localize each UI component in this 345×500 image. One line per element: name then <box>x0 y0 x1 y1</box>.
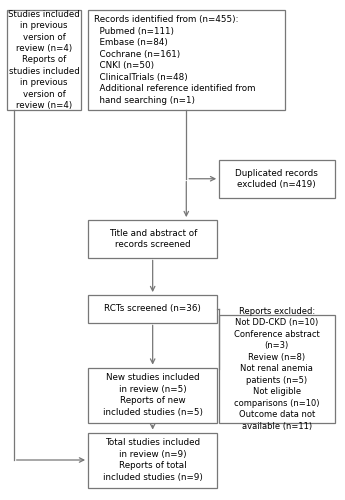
Text: Total studies included
in review (n=9)
Reports of total
included studies (n=9): Total studies included in review (n=9) R… <box>103 438 203 482</box>
FancyBboxPatch shape <box>88 432 217 488</box>
Text: Records identified from (n=455):
  Pubmed (n=111)
  Embase (n=84)
  Cochrane (n=: Records identified from (n=455): Pubmed … <box>94 16 256 104</box>
FancyBboxPatch shape <box>88 368 217 422</box>
FancyBboxPatch shape <box>88 220 217 258</box>
FancyBboxPatch shape <box>219 160 335 198</box>
FancyBboxPatch shape <box>88 295 217 322</box>
Text: Reports excluded:
Not DD-CKD (n=10)
Conference abstract
(n=3)
Review (n=8)
Not r: Reports excluded: Not DD-CKD (n=10) Conf… <box>234 307 320 430</box>
Text: New studies included
in review (n=5)
Reports of new
included studies (n=5): New studies included in review (n=5) Rep… <box>103 374 203 416</box>
Text: Studies included
in previous
version of
review (n=4)
Reports of
studies included: Studies included in previous version of … <box>8 10 80 110</box>
FancyBboxPatch shape <box>219 315 335 422</box>
Text: Duplicated records
excluded (n=419): Duplicated records excluded (n=419) <box>235 168 318 189</box>
Text: Title and abstract of
records screened: Title and abstract of records screened <box>109 228 197 249</box>
Text: RCTs screened (n=36): RCTs screened (n=36) <box>104 304 201 313</box>
FancyBboxPatch shape <box>88 10 285 110</box>
FancyBboxPatch shape <box>7 10 81 110</box>
